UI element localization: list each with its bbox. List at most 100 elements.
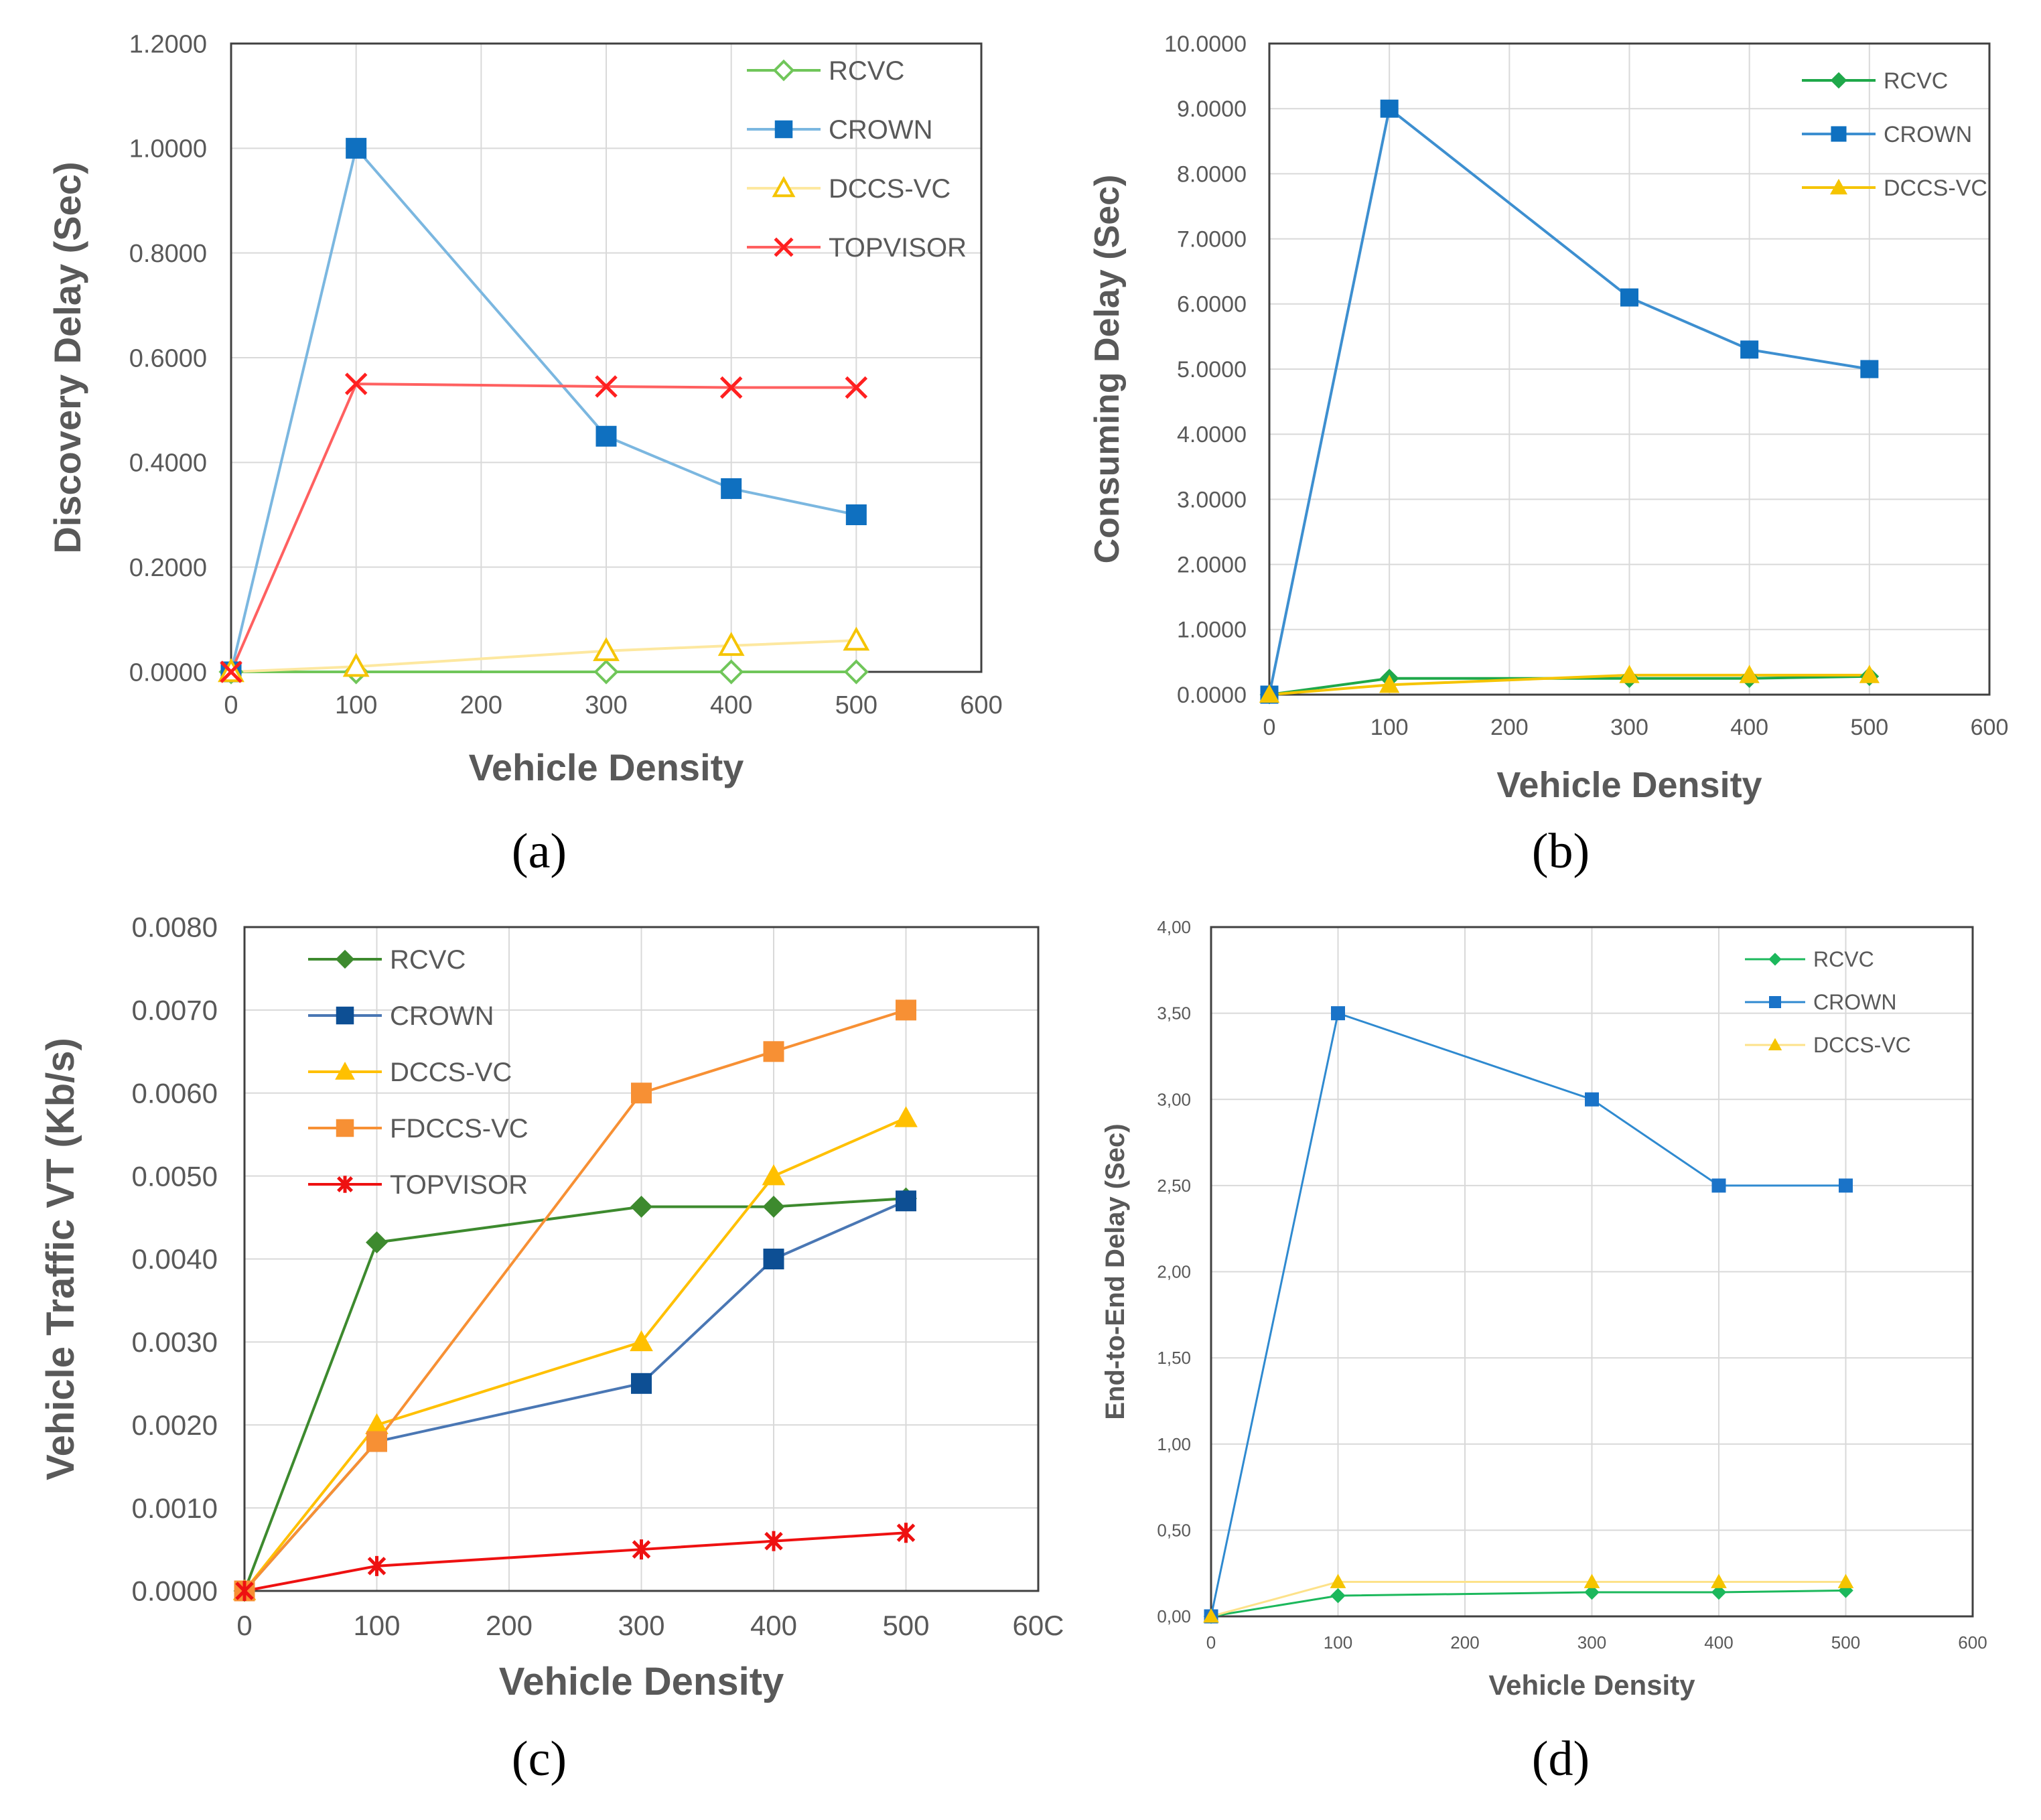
x-axis-title: Vehicle Density [1488, 1669, 1695, 1701]
y-axis-title: Discovery Delay (Sec) [46, 161, 88, 553]
y-axis-title: Vehicle Traffic VT (Kb/s) [39, 1038, 82, 1480]
data-point-dccs-vc [593, 637, 620, 661]
legend-marker-dccs-vc [1768, 1038, 1782, 1050]
legend-marker-crown [1831, 126, 1847, 142]
legend-label-topvisor: TOPVISOR [829, 233, 967, 263]
data-point-crown [845, 504, 867, 525]
x-tick-label: 300 [1610, 715, 1648, 740]
legend-marker-rcvc [335, 949, 355, 969]
data-point-crown [346, 137, 367, 159]
x-tick-label: 0 [224, 691, 238, 719]
data-point-crown [595, 425, 617, 447]
data-point-crown [1620, 288, 1638, 307]
legend-marker-topvisor [774, 237, 794, 257]
y-tick-label: 0.0080 [132, 912, 218, 943]
legend-label-crown: CROWN [1884, 122, 1972, 147]
legend-marker-crown [774, 120, 793, 139]
x-tick-label: 100 [1370, 715, 1409, 740]
data-point-rcvc [1330, 1588, 1346, 1604]
y-tick-label: 3,50 [1157, 1003, 1191, 1024]
x-tick-label: 100 [353, 1610, 400, 1641]
x-tick-label: 300 [618, 1610, 664, 1641]
y-tick-label: 0.0050 [132, 1160, 218, 1192]
legend-label-fdccs-vc: FDCCS-VC [390, 1114, 529, 1143]
y-tick-label: 0.0020 [132, 1409, 218, 1441]
data-point-crown [1711, 1178, 1726, 1193]
data-point-dccs-vc [1619, 664, 1640, 683]
chart-b: 0 100 200 300 400 500 600 0.0000 1.0000 2.0000 3.0… [1088, 31, 2008, 879]
plot-area [243, 926, 1040, 1592]
y-tick-label: 0.0070 [132, 995, 218, 1026]
data-point-dccs-vc [1739, 664, 1760, 683]
legend-label-rcvc: RCVC [1884, 68, 1948, 94]
x-tick-label: 400 [710, 691, 752, 719]
y-tick-label: 0,50 [1157, 1520, 1191, 1540]
data-point-crown [1740, 340, 1759, 359]
series-line-crown [230, 145, 857, 673]
series-line-rcvc [1210, 1589, 1846, 1618]
x-tick-label: 600 [960, 691, 1002, 719]
chart-d: 0 100 200 300 400 500 600 0,00 0,50 1,00 1,50 2,00 2… [1101, 917, 1987, 1787]
data-point-topvisor [845, 376, 868, 399]
legend-label-dccs-vc: DCCS-VC [829, 174, 951, 204]
y-tick-label: 1.2000 [129, 30, 207, 58]
data-point-fdccs-vc [896, 999, 916, 1021]
y-tick-label: 0.0000 [129, 658, 207, 687]
data-point-crown [1331, 1006, 1345, 1021]
x-tick-label: 500 [882, 1610, 929, 1641]
x-tick-label: 60C [1012, 1610, 1064, 1641]
series-line-dccs-vc [1210, 1581, 1846, 1618]
series-line-fdccs-vc [243, 1008, 907, 1592]
y-tick-label: 8.0000 [1177, 161, 1247, 187]
data-point-rcvc [366, 1231, 388, 1254]
x-tick-label: 500 [835, 691, 877, 719]
y-axis-title: End-to-End Delay (Sec) [1101, 1123, 1130, 1419]
y-tick-label: 0.4000 [129, 449, 207, 478]
data-point-topvisor [595, 375, 618, 398]
data-point-crown [1585, 1092, 1599, 1107]
data-point-crown [721, 478, 742, 499]
subfigure-caption: (c) [512, 1732, 567, 1787]
data-point-crown [896, 1190, 916, 1212]
y-tick-label: 4.0000 [1177, 422, 1247, 447]
x-tick-label: 200 [460, 691, 502, 719]
x-tick-label: 100 [1324, 1632, 1352, 1653]
legend-marker-crown [336, 1006, 354, 1025]
legend-marker-dccs-vc [1829, 178, 1848, 195]
data-point-dccs-vc [630, 1330, 653, 1352]
series-line-rcvc [243, 1197, 906, 1592]
y-tick-label: 0.6000 [129, 344, 207, 372]
x-tick-label: 0 [1263, 715, 1276, 740]
y-tick-label: 0.0060 [132, 1077, 218, 1109]
y-tick-label: 10.0000 [1164, 31, 1247, 57]
y-tick-label: 2,00 [1157, 1262, 1191, 1282]
series-line-crown [1210, 1011, 1846, 1617]
series-line-topvisor [244, 1531, 906, 1592]
y-tick-label: 0.0000 [132, 1576, 218, 1607]
data-point-rcvc [630, 1196, 652, 1218]
data-point-dccs-vc [1859, 664, 1880, 683]
x-tick-label: 400 [750, 1610, 797, 1641]
subfigure-caption: (b) [1532, 824, 1590, 879]
y-tick-label: 0.2000 [129, 554, 207, 582]
data-point-rcvc [719, 659, 744, 685]
series-line-rcvc [1269, 675, 1870, 696]
x-tick-label: 300 [1577, 1632, 1606, 1653]
legend-marker-rcvc [1830, 72, 1847, 89]
data-point-dccs-vc [843, 626, 870, 651]
y-tick-label: 3,00 [1157, 1089, 1191, 1109]
y-tick-label: 1,50 [1157, 1348, 1191, 1368]
chart-a: 0 100 200 300 400 500 600 0.0000 0.2000 0.4000 0.6… [46, 30, 1003, 879]
subfigure-caption: (d) [1532, 1732, 1590, 1787]
y-tick-label: 1.0000 [129, 135, 207, 163]
data-point-topvisor [367, 1555, 386, 1576]
data-point-rcvc [593, 659, 619, 685]
y-tick-label: 0.8000 [129, 240, 207, 268]
x-tick-label: 200 [1490, 715, 1529, 740]
legend-label-dccs-vc: DCCS-VC [1813, 1033, 1911, 1057]
data-point-crown [631, 1373, 652, 1394]
legend-label-rcvc: RCVC [1813, 947, 1874, 971]
x-tick-label: 200 [1450, 1632, 1479, 1653]
x-tick-label: 500 [1831, 1632, 1860, 1653]
